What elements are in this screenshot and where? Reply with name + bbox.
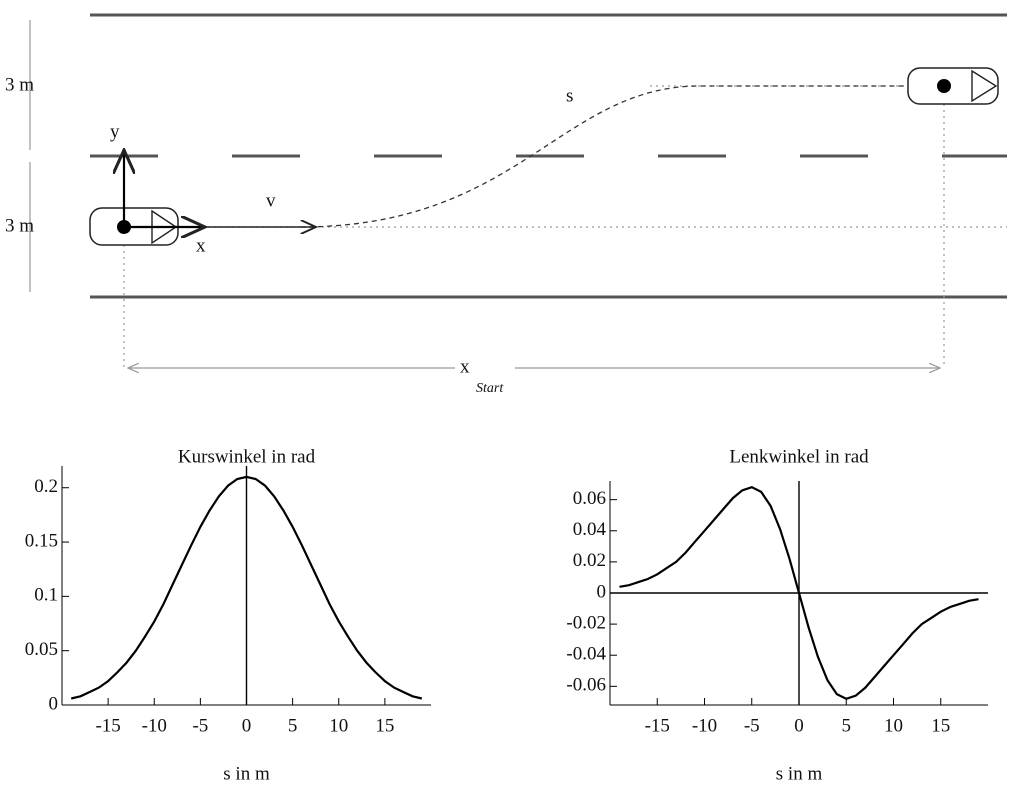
x-tick-label: -10 bbox=[142, 715, 167, 736]
axis-label: x bbox=[196, 235, 206, 256]
y-tick-label: -0.06 bbox=[566, 675, 606, 696]
path-label: s bbox=[566, 85, 573, 106]
x-tick-label: -15 bbox=[645, 715, 670, 736]
distance-label: x bbox=[460, 356, 470, 377]
x-tick-label: 10 bbox=[884, 715, 903, 736]
velocity-label: v bbox=[266, 190, 276, 211]
x-tick-label: -10 bbox=[692, 715, 717, 736]
data-line bbox=[70, 475, 423, 700]
chart-title: Lenkwinkel in rad bbox=[729, 446, 869, 467]
car bbox=[907, 67, 999, 105]
x-tick-label: 0 bbox=[794, 715, 804, 736]
y-tick-label: -0.04 bbox=[566, 644, 606, 665]
y-tick-label: 0.06 bbox=[573, 488, 606, 509]
data-line bbox=[619, 486, 979, 700]
x-tick-label: 15 bbox=[931, 715, 950, 736]
x-axis-label: s in m bbox=[223, 763, 270, 784]
x-tick-label: -15 bbox=[95, 715, 120, 736]
y-tick-label: 0 bbox=[49, 693, 59, 714]
y-tick-label: 0.02 bbox=[573, 550, 606, 571]
y-tick-label: 0 bbox=[597, 581, 607, 602]
y-tick-label: 0.1 bbox=[34, 585, 58, 606]
x-tick-label: 10 bbox=[329, 715, 348, 736]
x-tick-label: 5 bbox=[842, 715, 852, 736]
y-tick-label: 0.2 bbox=[34, 476, 58, 497]
dimension-label: 3 m bbox=[5, 74, 34, 95]
dimension-label: 3 m bbox=[5, 215, 34, 236]
car-front bbox=[971, 69, 998, 103]
distance-subscript: Start bbox=[476, 381, 504, 396]
x-tick-label: 0 bbox=[242, 715, 252, 736]
x-tick-label: 5 bbox=[288, 715, 298, 736]
chart-title: Kurswinkel in rad bbox=[178, 446, 316, 467]
x-axis-label: s in m bbox=[776, 763, 823, 784]
y-tick-label: -0.02 bbox=[566, 612, 606, 633]
x-tick-label: -5 bbox=[744, 715, 760, 736]
x-tick-label: -5 bbox=[192, 715, 208, 736]
road-diagram: 3 m 3 m y x v s x Start bbox=[5, 13, 1007, 396]
y-tick-label: 0.15 bbox=[25, 530, 58, 551]
y-tick-label: 0.05 bbox=[25, 639, 58, 660]
car-center bbox=[937, 79, 951, 93]
x-tick-label: 15 bbox=[375, 715, 394, 736]
y-tick-label: 0.04 bbox=[573, 519, 607, 540]
axis-label: y bbox=[110, 121, 120, 142]
trajectory bbox=[299, 85, 905, 228]
